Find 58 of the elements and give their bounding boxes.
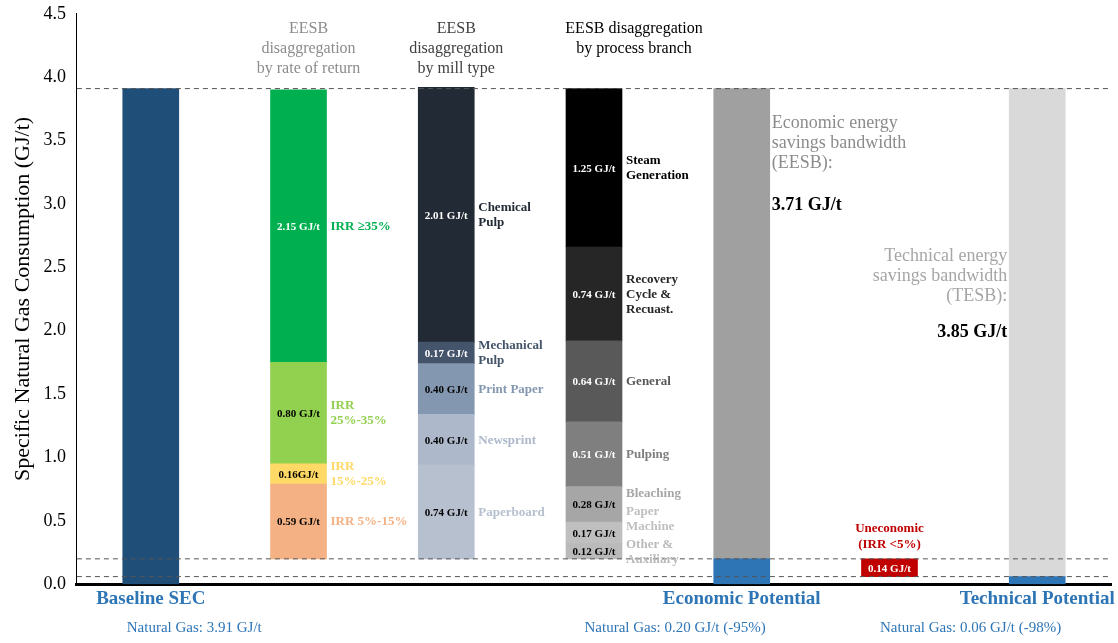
series-label: Print Paper — [478, 380, 544, 396]
annotation: EESB disaggregation by process branch — [565, 18, 703, 57]
data-label: 0.28 GJ/t — [572, 498, 616, 511]
x-tick-label: Economic Potential — [662, 586, 821, 608]
series-label: Paper Machine — [626, 502, 675, 533]
data-label: 2.15 GJ/t — [277, 219, 321, 232]
series-label: Chemical Pulp — [478, 199, 532, 230]
annotation: Technical energy savings bandwidth (TESB): — [872, 244, 1008, 306]
data-label: 1.25 GJ/t — [572, 161, 616, 174]
series-label: Mechanical Pulp — [478, 337, 543, 368]
y-axis-title: Specific Natural Gas Consumption (GJ/t) — [8, 116, 34, 482]
series-label: Newsprint — [478, 431, 537, 447]
annotation: 3.71 GJ/t — [771, 194, 842, 215]
data-label: 0.74 GJ/t — [424, 505, 468, 518]
data-label: 0.80 GJ/t — [277, 406, 321, 419]
annotation: EESB disaggregation by rate of return — [256, 18, 361, 77]
text: Natural Gas: 0.20 GJ/t (-95%) — [584, 619, 766, 637]
data-label: 0.14 GJ/t — [868, 561, 912, 574]
annotation: 3.85 GJ/t — [937, 321, 1008, 342]
x-tick-label: Technical Potential — [959, 586, 1115, 608]
series-label: General — [626, 373, 672, 389]
annotation: Economic energy savings bandwidth (EESB): — [771, 111, 907, 173]
data-label: 0.59 GJ/t — [277, 515, 321, 528]
y-tick-label: 0.0 — [43, 572, 66, 593]
data-label: 2.01 GJ/t — [424, 208, 468, 221]
data-label: 0.40 GJ/t — [424, 433, 468, 446]
series-label: Recovery Cycle & Recuast. — [626, 270, 679, 316]
data-label: 0.16GJ/t — [278, 467, 319, 480]
series-label: Other & Auxiliary — [626, 535, 680, 566]
series-label: IRR ≥35% — [330, 217, 391, 233]
y-tick-label: 3.5 — [43, 129, 66, 150]
series-label: Steam Generation — [626, 152, 690, 183]
y-tick-label: 4.5 — [43, 2, 66, 23]
data-label: 0.17 GJ/t — [572, 526, 616, 539]
data-label: 0.12 GJ/t — [572, 545, 616, 558]
series-label: IRR 5%-15% — [330, 513, 408, 529]
y-tick-label: 3.0 — [43, 192, 66, 213]
data-label: 0.51 GJ/t — [572, 448, 616, 461]
text: Natural Gas: 0.06 GJ/t (-98%) — [880, 619, 1062, 637]
y-tick-label: 2.0 — [43, 319, 66, 340]
series-label: IRR 15%-25% — [330, 458, 387, 489]
series-label: Pulping — [626, 446, 670, 462]
y-tick-label: 1.5 — [43, 382, 66, 403]
y-tick-label: 1.0 — [43, 446, 66, 467]
series-label: IRR 25%-35% — [330, 397, 387, 428]
y-tick-label: 2.5 — [43, 256, 66, 277]
data-label: 0.40 GJ/t — [424, 382, 468, 395]
series-label: Uneconomic (IRR <5%) — [855, 520, 924, 552]
text: Natural Gas: 3.91 GJ/t — [126, 619, 263, 636]
series-label: Paperboard — [478, 503, 546, 519]
y-tick-label: 0.5 — [43, 509, 66, 530]
x-tick-label: Baseline SEC — [96, 586, 206, 608]
annotation: EESB disaggregation by mill type — [409, 18, 504, 77]
data-label: 0.74 GJ/t — [572, 287, 616, 300]
y-tick-label: 4.0 — [43, 65, 66, 86]
series-label: Bleaching — [626, 484, 682, 500]
data-label: 0.17 GJ/t — [424, 346, 468, 359]
data-label: 0.64 GJ/t — [572, 375, 616, 388]
